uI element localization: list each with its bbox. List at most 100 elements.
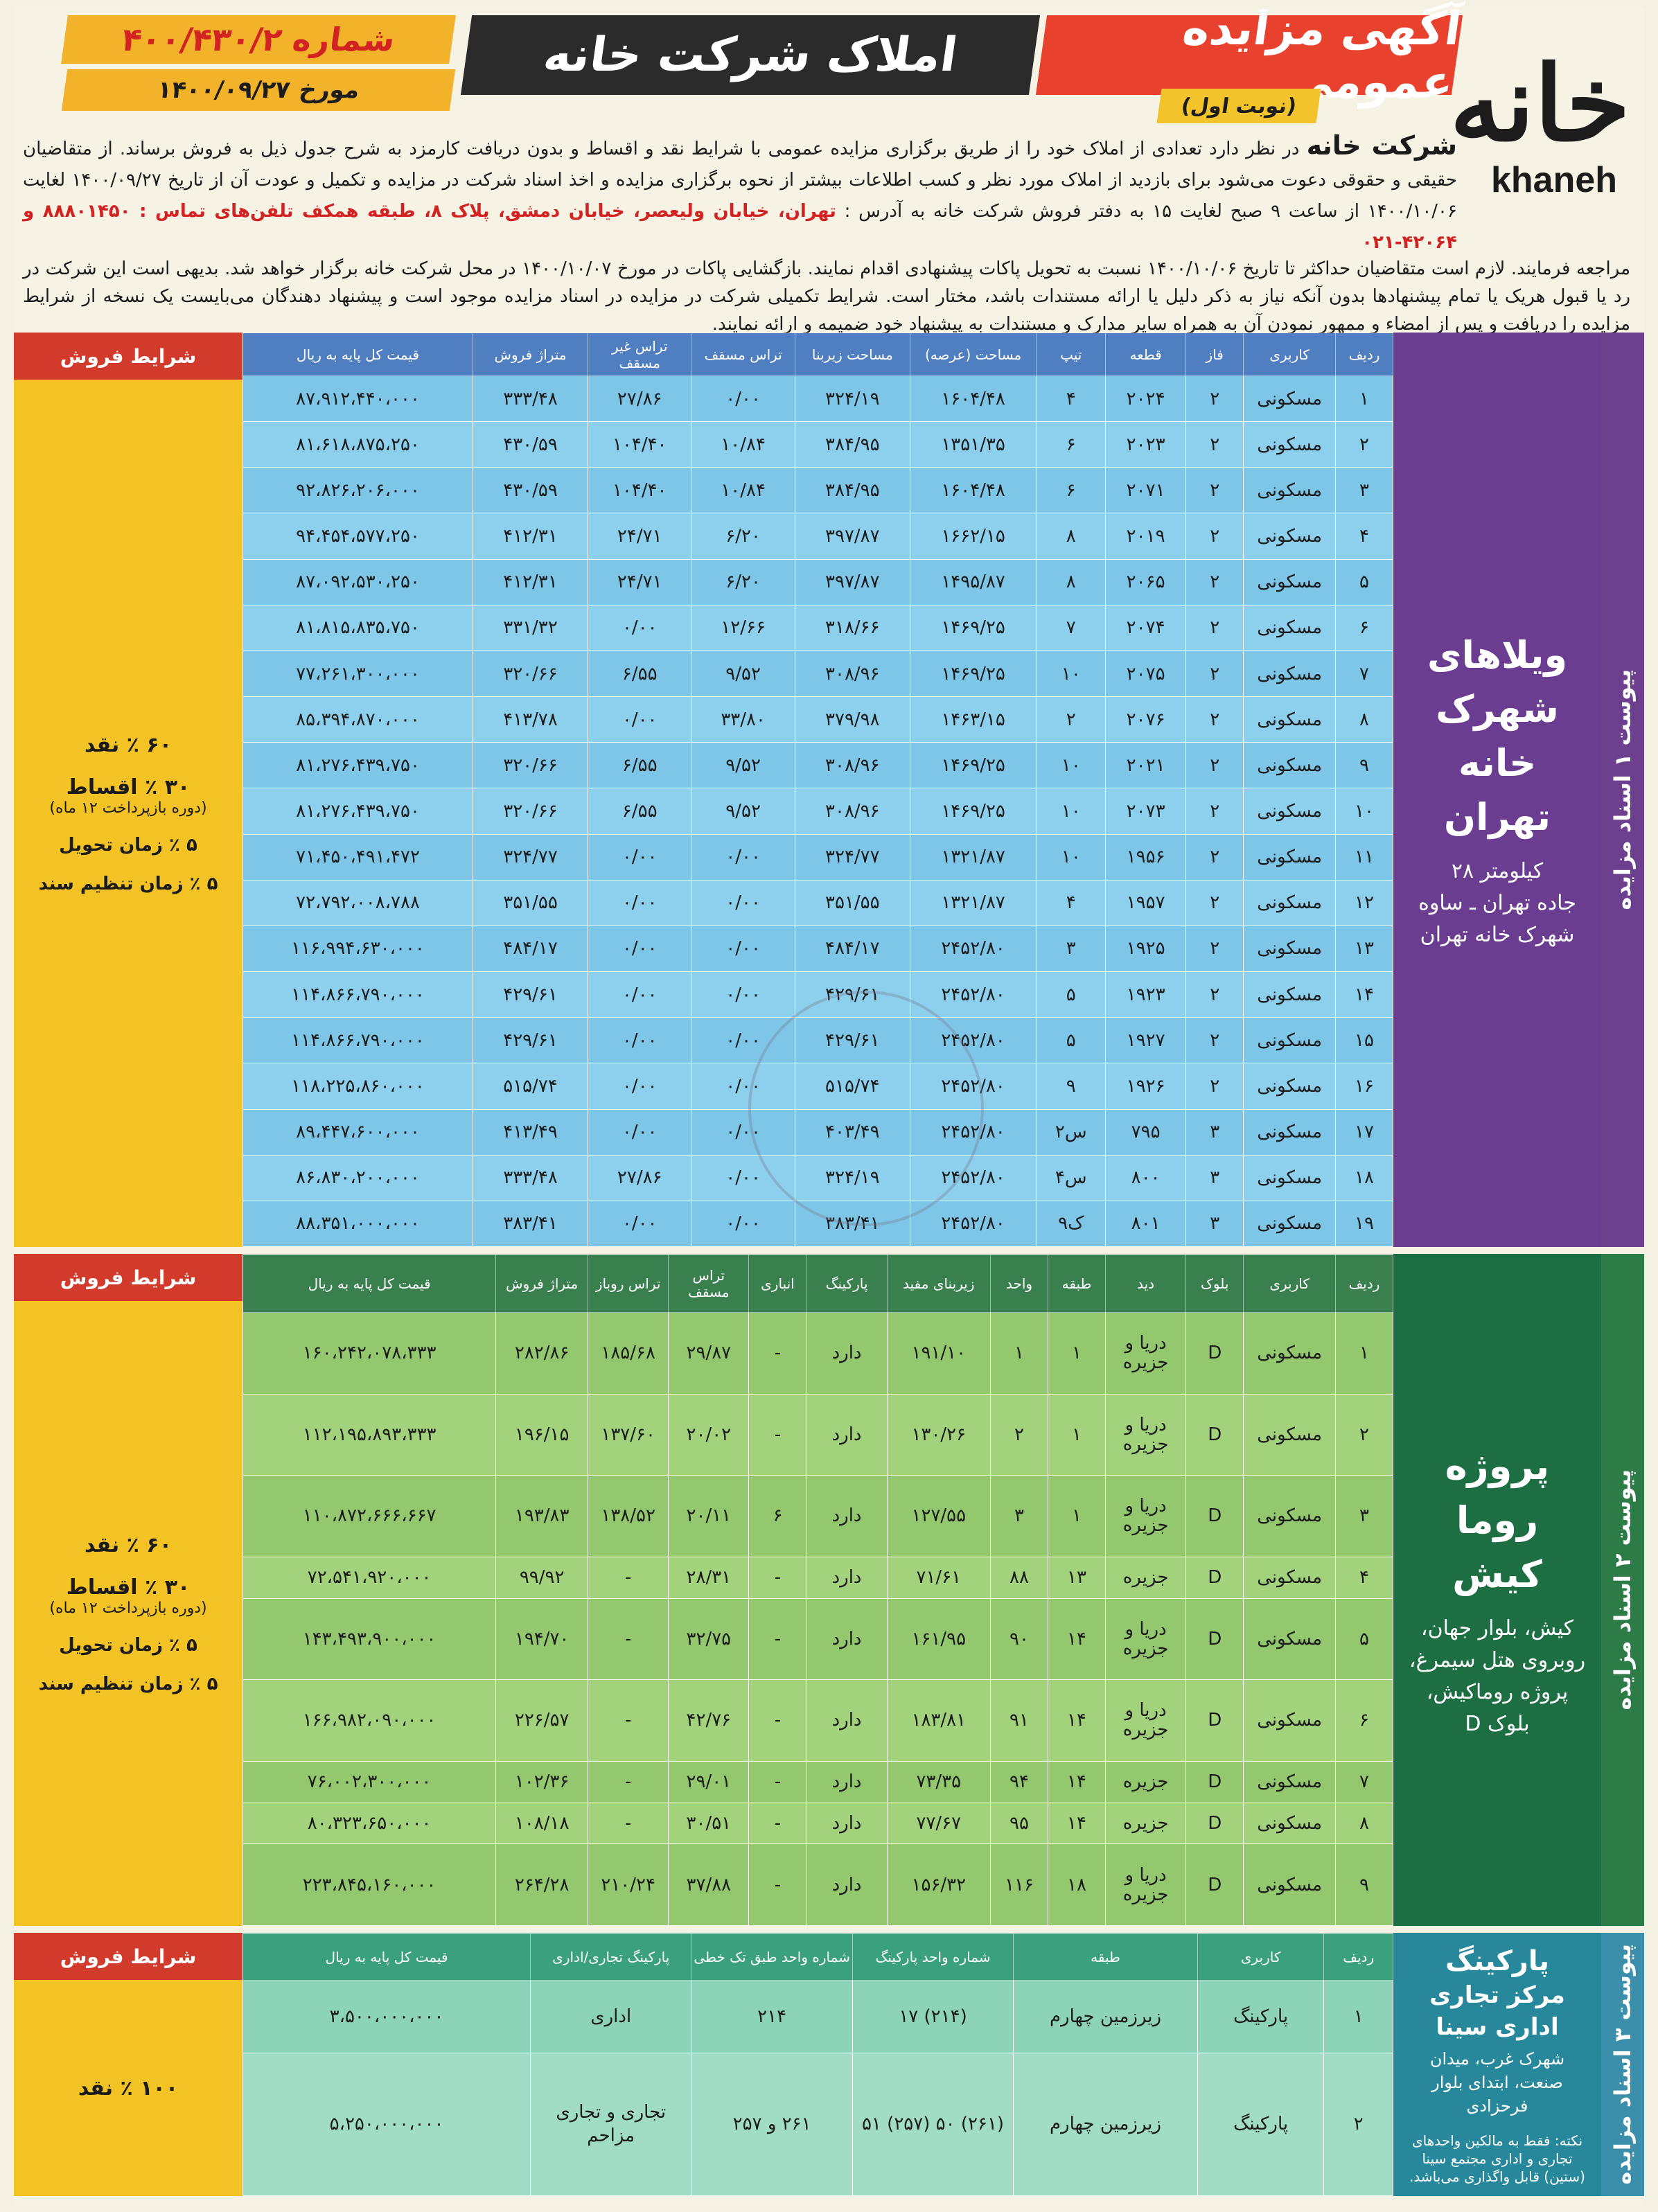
- table-cell: ۶/۵۵: [588, 742, 692, 789]
- table-cell: ۱۰: [1036, 742, 1106, 789]
- table-cell: ۶: [748, 1475, 807, 1557]
- table-row: ۸ مسکونی D جزیره ۱۴ ۹۵ ۷۷/۶۷ دارد -۳۰/۵۱-۱۰۸/۱۸ ۸…: [242, 1802, 1393, 1845]
- table-cell: مسکونی: [1243, 1063, 1336, 1110]
- table-row: ۱ مسکونی D دریا و جزیره ۱ ۱ ۱۹۱/۱۰ دارد -۲۹/۸۷ ۱۸…: [242, 1312, 1393, 1395]
- table-cell: دارد: [806, 1843, 888, 1926]
- table-cell: ۵۱۵/۷۴: [473, 1063, 589, 1110]
- company-title: املاک شرکت خانه: [460, 15, 1041, 95]
- table-cell: ۲۰۷۶: [1105, 696, 1187, 743]
- column-header: متراژ فروش: [495, 1254, 589, 1313]
- table-cell: ۲: [1185, 467, 1244, 514]
- intro-deadline: مراجعه فرمایند. لازم است متقاضیان حداکثر…: [224, 258, 1630, 279]
- table-cell: ۲۰۱۹: [1105, 513, 1187, 560]
- table-cell: ۴: [1335, 1556, 1393, 1599]
- table-cell: ۷: [1036, 604, 1106, 651]
- table-cell: ۱۴۹۵/۸۷: [909, 558, 1037, 605]
- table-cell: ۱۰۴/۴۰: [588, 467, 692, 514]
- table-cell: ۷۲،۷۹۲،۰۰۸،۷۸۸: [242, 879, 474, 926]
- table-cell: ۳۰۸/۹۶: [794, 742, 910, 789]
- table-cell: ۰/۰۰: [691, 1017, 795, 1064]
- appendix-1-villas: پیوست ۱ اسناد مزایده ویلاهای شهرک خانه ت…: [14, 333, 1644, 1248]
- table-cell: ۱۲: [1335, 879, 1393, 926]
- table-cell: ۴۸۴/۱۷: [794, 925, 910, 973]
- table-cell: دریا و جزیره: [1105, 1843, 1187, 1926]
- project-name: ویلاهای شهرک خانه تهران: [1427, 633, 1568, 839]
- table-cell: ۳۰/۵۱: [668, 1802, 750, 1845]
- table-cell: ۷: [1335, 1760, 1393, 1803]
- table-cell: ۲: [1335, 1393, 1393, 1476]
- table-row: ۱۹ مسکونی ۳ ۸۰۱ ک۹ ۲۴۵۲/۸۰ ۳۸۳/۴۱ ۰/۰۰ ۰/۰۰ ۳۸۳/۴…: [242, 1200, 1393, 1248]
- terms-cash: ۶۰ ٪ نقد: [85, 732, 173, 757]
- table-cell: ۲۲۶/۵۷: [495, 1679, 589, 1762]
- table-cell: ۲۸/۳۱: [668, 1556, 750, 1599]
- column-header: ردیف: [1323, 1933, 1393, 1981]
- table-cell: -: [748, 1760, 807, 1803]
- table-cell: ۱: [1335, 1312, 1393, 1395]
- table-cell: ۱۳: [1048, 1556, 1106, 1599]
- column-header: پارکینگ تجاری/اداری: [530, 1933, 692, 1981]
- terms-cash: ۱۰۰ ٪ نقد: [78, 2076, 179, 2100]
- table-cell: ۱۱۶: [990, 1843, 1049, 1926]
- table-cell: ۱۴: [1335, 971, 1393, 1018]
- table-cell: ۴۲۹/۶۱: [794, 971, 910, 1018]
- table-cell: -: [588, 1760, 669, 1803]
- table-cell: -: [748, 1598, 807, 1681]
- table-cell: -: [748, 1843, 807, 1926]
- table-row: ۲ پارکینگ زیرزمین چهارم (۲۶۱) ۵۰ (۲۵۷) ۵۱ ۲۶…: [242, 2052, 1393, 2197]
- table-cell: ۳۲۴/۷۷: [473, 833, 589, 881]
- table-cell: ۱: [1048, 1393, 1106, 1476]
- table-cell: دریا و جزیره: [1105, 1475, 1187, 1557]
- table-cell: ۸۱،۲۷۶،۴۳۹،۷۵۰: [242, 742, 474, 789]
- table-cell: دریا و جزیره: [1105, 1312, 1187, 1395]
- project-roma-kish: پروژه روما کیش کیش، بلوار جهان، روبروی ه…: [1393, 1254, 1601, 1926]
- table-cell: D: [1185, 1598, 1244, 1681]
- table-cell: ۷۹۵: [1105, 1108, 1187, 1156]
- appendix-2-label: پیوست ۲ اسناد مزایده: [1601, 1254, 1644, 1926]
- table-cell: ۴۳۰/۵۹: [473, 467, 589, 514]
- table-cell: ۳۵۱/۵۵: [794, 879, 910, 926]
- table-cell: دارد: [806, 1556, 888, 1599]
- table-cell: ۳۳۳/۴۸: [473, 375, 589, 423]
- table-cell: ۷: [1335, 650, 1393, 698]
- table-cell: ۳۵۱/۵۵: [473, 879, 589, 926]
- terms-deed: ۵ ٪ زمان تنظیم سند: [38, 1673, 218, 1695]
- table-cell: ۱۲۷/۵۵: [886, 1475, 991, 1557]
- table-cell: ۹۵: [990, 1802, 1049, 1845]
- table-cell: جزیره: [1105, 1802, 1187, 1845]
- table-row: ۱۳ مسکونی ۲ ۱۹۲۵ ۳ ۲۴۵۲/۸۰ ۴۸۴/۱۷ ۰/۰۰ ۰/۰۰ ۴۸۴/۱…: [242, 925, 1393, 973]
- table-cell: ۹۰: [990, 1598, 1049, 1681]
- column-header: تیپ: [1036, 333, 1106, 376]
- column-header: قیمت کل پایه به ریال: [242, 333, 474, 376]
- column-header: تراس مسقف: [691, 333, 795, 376]
- table-cell: ۲۴۵۲/۸۰: [909, 925, 1037, 973]
- table-cell: مسکونی: [1243, 696, 1336, 743]
- table-cell: مسکونی: [1243, 1556, 1336, 1599]
- table-cell: ۱۰۴/۴۰: [588, 421, 692, 468]
- table-cell: ۹۴: [990, 1760, 1049, 1803]
- table-row: ۱۱ مسکونی ۲ ۱۹۵۶ ۱۰ ۱۳۲۱/۸۷ ۳۲۴/۷۷ ۰/۰۰ ۰/۰۰ ۳۲۴/…: [242, 833, 1393, 881]
- table-cell: ۱۸: [1335, 1154, 1393, 1201]
- logo-persian: خانه: [1449, 43, 1630, 165]
- table-cell: (۲۶۱) ۵۰ (۲۵۷) ۵۱: [852, 2052, 1014, 2197]
- table-cell: ۳۲۴/۱۹: [794, 1154, 910, 1201]
- table-cell: ۷۷،۲۶۱،۳۰۰،۰۰۰: [242, 650, 474, 698]
- table-cell: ۲۰۷۳: [1105, 788, 1187, 835]
- table-cell: مسکونی: [1243, 1679, 1336, 1762]
- table-cell: ۱۴: [1048, 1679, 1106, 1762]
- table-cell: ۶: [1036, 467, 1106, 514]
- table-cell: ۴۸۴/۱۷: [473, 925, 589, 973]
- column-header: متراژ فروش: [473, 333, 589, 376]
- sales-address: تهران، خیابان ولیعصر، خیابان دمشق، پلاک …: [23, 201, 1457, 253]
- table-cell: ۱۰: [1335, 788, 1393, 835]
- table-row: ۷ مسکونی ۲ ۲۰۷۵ ۱۰ ۱۴۶۹/۲۵ ۳۰۸/۹۶ ۹/۵۲ ۶/۵۵ ۳۲۰/۶…: [242, 650, 1393, 698]
- table-cell: ۷۲،۵۴۱،۹۲۰،۰۰۰: [242, 1556, 497, 1599]
- terms-header: شرایط فروش: [14, 1254, 242, 1301]
- table-cell: ۱: [1048, 1312, 1106, 1395]
- column-header: کاربری: [1197, 1933, 1325, 1981]
- table-cell: ۲۱۴: [691, 1980, 853, 2053]
- table-cell: ۸۷،۹۱۲،۴۴۰،۰۰۰: [242, 375, 474, 423]
- column-header: بلوک: [1185, 1254, 1244, 1313]
- table-cell: مسکونی: [1243, 421, 1336, 468]
- round-badge: (نوبت اول): [1156, 89, 1321, 123]
- table-cell: ۰/۰۰: [588, 879, 692, 926]
